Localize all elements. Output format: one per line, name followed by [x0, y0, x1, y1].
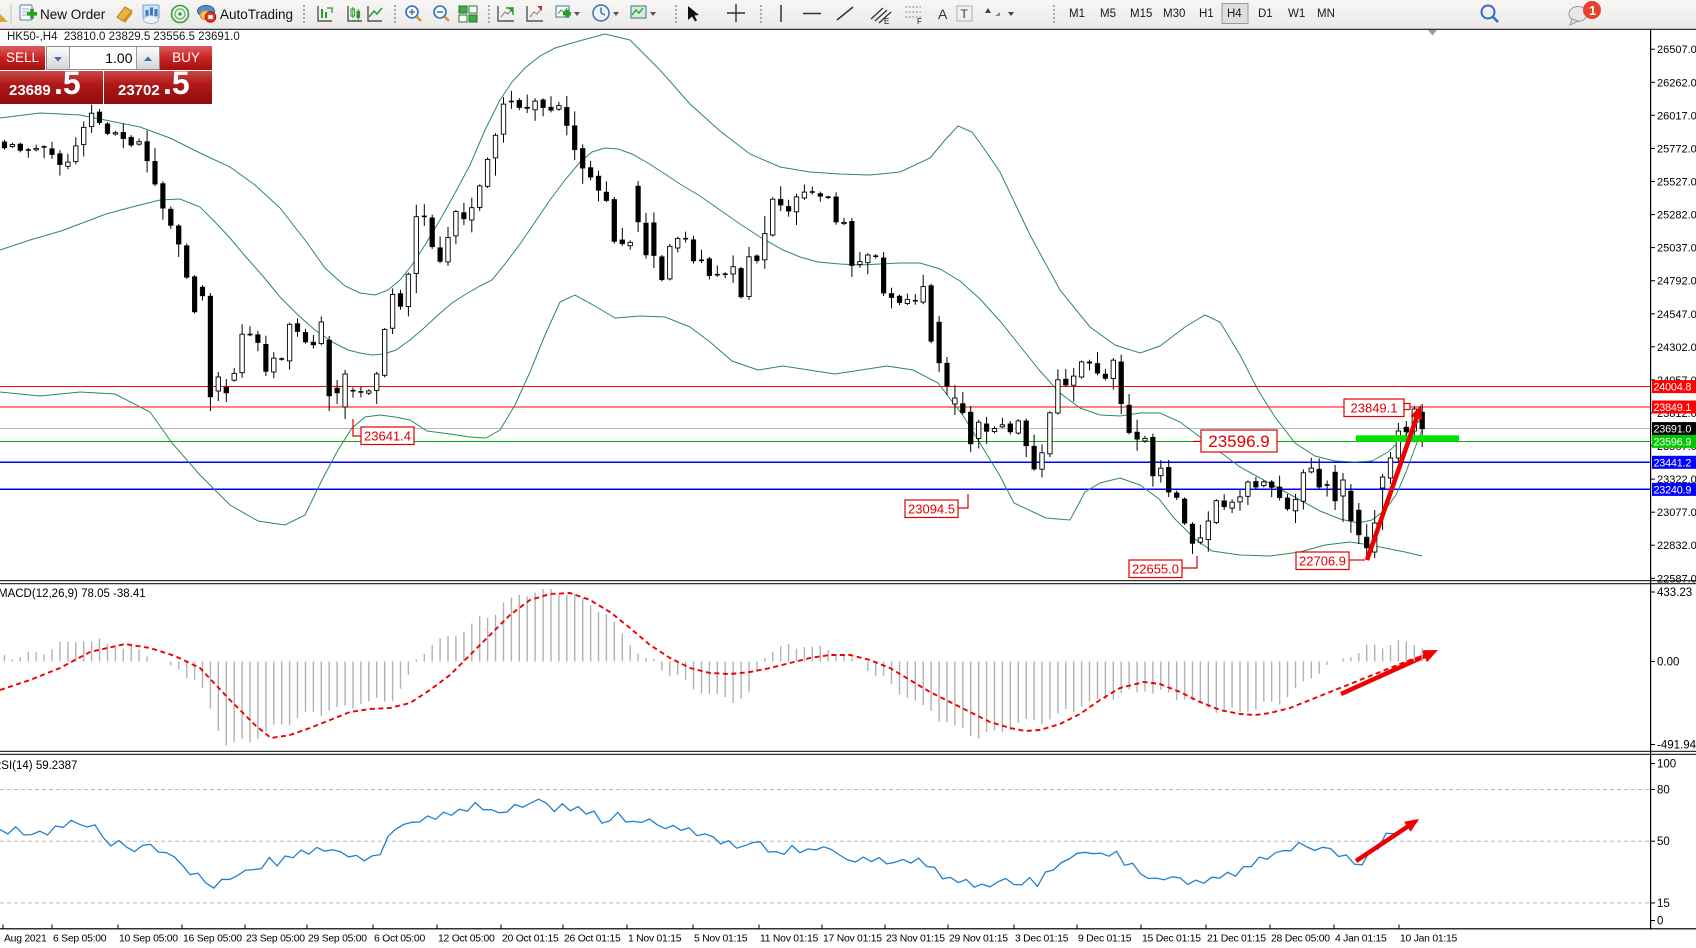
svg-text:433.23: 433.23 — [1657, 587, 1692, 599]
svg-text:M5: M5 — [1100, 8, 1116, 20]
svg-text:HK50-,H4 23810.0 23829.5 2355: HK50-,H4 23810.0 23829.5 23556.5 23691.0 — [7, 31, 240, 43]
svg-text:50: 50 — [1657, 836, 1670, 848]
svg-text:23596.9: 23596.9 — [1654, 436, 1692, 448]
svg-text:24792.0: 24792.0 — [1657, 276, 1696, 288]
svg-text:23077.0: 23077.0 — [1657, 507, 1696, 519]
svg-text:MACD(12,26,9) 78.05 -38.41: MACD(12,26,9) 78.05 -38.41 — [0, 588, 146, 600]
svg-text:0.00: 0.00 — [1657, 657, 1679, 669]
svg-text:24004.8: 24004.8 — [1654, 382, 1692, 394]
svg-text:23691.0: 23691.0 — [1654, 424, 1692, 436]
svg-text:100: 100 — [1657, 759, 1676, 771]
svg-text:23441.2: 23441.2 — [1654, 457, 1692, 469]
svg-text:0: 0 — [1657, 916, 1663, 928]
svg-text:23641.4: 23641.4 — [364, 428, 411, 443]
svg-text:24302.0: 24302.0 — [1657, 342, 1696, 354]
svg-text:23849.1: 23849.1 — [1351, 400, 1398, 415]
svg-text:25527.0: 25527.0 — [1657, 177, 1696, 189]
svg-text:15: 15 — [1657, 898, 1670, 910]
svg-text:21 Dec 01:15: 21 Dec 01:15 — [1207, 934, 1266, 945]
svg-text:6 Oct 05:00: 6 Oct 05:00 — [374, 934, 425, 945]
svg-text:80: 80 — [1657, 785, 1670, 797]
svg-text:New Order: New Order — [40, 7, 106, 22]
svg-text:23 Sep 05:00: 23 Sep 05:00 — [246, 934, 305, 945]
svg-text:RSI(14) 59.2387: RSI(14) 59.2387 — [0, 760, 77, 772]
svg-text:15 Dec 01:15: 15 Dec 01:15 — [1142, 934, 1201, 945]
svg-text:28 Dec 05:00: 28 Dec 05:00 — [1271, 934, 1330, 945]
svg-text:6 Sep 05:00: 6 Sep 05:00 — [53, 934, 107, 945]
svg-text:22832.0: 22832.0 — [1657, 540, 1696, 552]
svg-text:F: F — [917, 17, 922, 26]
svg-text:25282.0: 25282.0 — [1657, 210, 1696, 222]
svg-text:26507.0: 26507.0 — [1657, 44, 1696, 56]
svg-text:D1: D1 — [1258, 8, 1273, 20]
svg-text:E: E — [884, 17, 889, 26]
svg-text:MN: MN — [1317, 8, 1335, 20]
svg-text:23094.5: 23094.5 — [908, 501, 955, 516]
svg-text:1: 1 — [1589, 3, 1596, 18]
svg-text:5 Nov 01:15: 5 Nov 01:15 — [694, 934, 748, 945]
svg-text:22655.0: 22655.0 — [1132, 561, 1179, 576]
svg-text:T: T — [961, 7, 969, 21]
svg-text:A: A — [938, 6, 948, 22]
svg-text:23849.1: 23849.1 — [1654, 402, 1692, 414]
svg-text:-491.94: -491.94 — [1657, 740, 1696, 752]
svg-text:29 Nov 01:15: 29 Nov 01:15 — [949, 934, 1008, 945]
svg-text:24547.0: 24547.0 — [1657, 309, 1696, 321]
svg-text:9 Dec 01:15: 9 Dec 01:15 — [1078, 934, 1132, 945]
svg-text:AutoTrading: AutoTrading — [220, 7, 293, 22]
svg-text:22706.9: 22706.9 — [1299, 553, 1346, 568]
svg-text:10 Sep 05:00: 10 Sep 05:00 — [119, 934, 178, 945]
svg-text:W1: W1 — [1288, 8, 1305, 20]
svg-text:10 Jan 01:15: 10 Jan 01:15 — [1400, 934, 1458, 945]
svg-text:29 Sep 05:00: 29 Sep 05:00 — [308, 934, 367, 945]
svg-text:26 Oct 01:15: 26 Oct 01:15 — [564, 934, 621, 945]
svg-text:Aug 2021: Aug 2021 — [4, 934, 47, 945]
svg-text:17 Nov 01:15: 17 Nov 01:15 — [823, 934, 882, 945]
svg-text:16 Sep 05:00: 16 Sep 05:00 — [183, 934, 242, 945]
svg-text:23596.9: 23596.9 — [1208, 432, 1269, 451]
svg-text:H1: H1 — [1199, 8, 1214, 20]
svg-text:M15: M15 — [1130, 8, 1152, 20]
svg-text:26262.0: 26262.0 — [1657, 77, 1696, 89]
svg-text:M1: M1 — [1069, 8, 1085, 20]
svg-text:25772.0: 25772.0 — [1657, 143, 1696, 155]
svg-text:4 Jan 01:15: 4 Jan 01:15 — [1335, 934, 1387, 945]
svg-text:23 Nov 01:15: 23 Nov 01:15 — [886, 934, 945, 945]
svg-text:1 Nov 01:15: 1 Nov 01:15 — [628, 934, 682, 945]
svg-text:20 Oct 01:15: 20 Oct 01:15 — [502, 934, 559, 945]
svg-text:23240.9: 23240.9 — [1654, 484, 1692, 496]
svg-text:H4: H4 — [1227, 8, 1242, 20]
svg-text:22587.0: 22587.0 — [1657, 573, 1696, 585]
svg-text:11 Nov 01:15: 11 Nov 01:15 — [760, 934, 819, 945]
svg-text:26017.0: 26017.0 — [1657, 110, 1696, 122]
svg-text:3 Dec 01:15: 3 Dec 01:15 — [1015, 934, 1069, 945]
svg-text:M30: M30 — [1163, 8, 1185, 20]
svg-text:25037.0: 25037.0 — [1657, 243, 1696, 255]
svg-text:12 Oct 05:00: 12 Oct 05:00 — [438, 934, 495, 945]
